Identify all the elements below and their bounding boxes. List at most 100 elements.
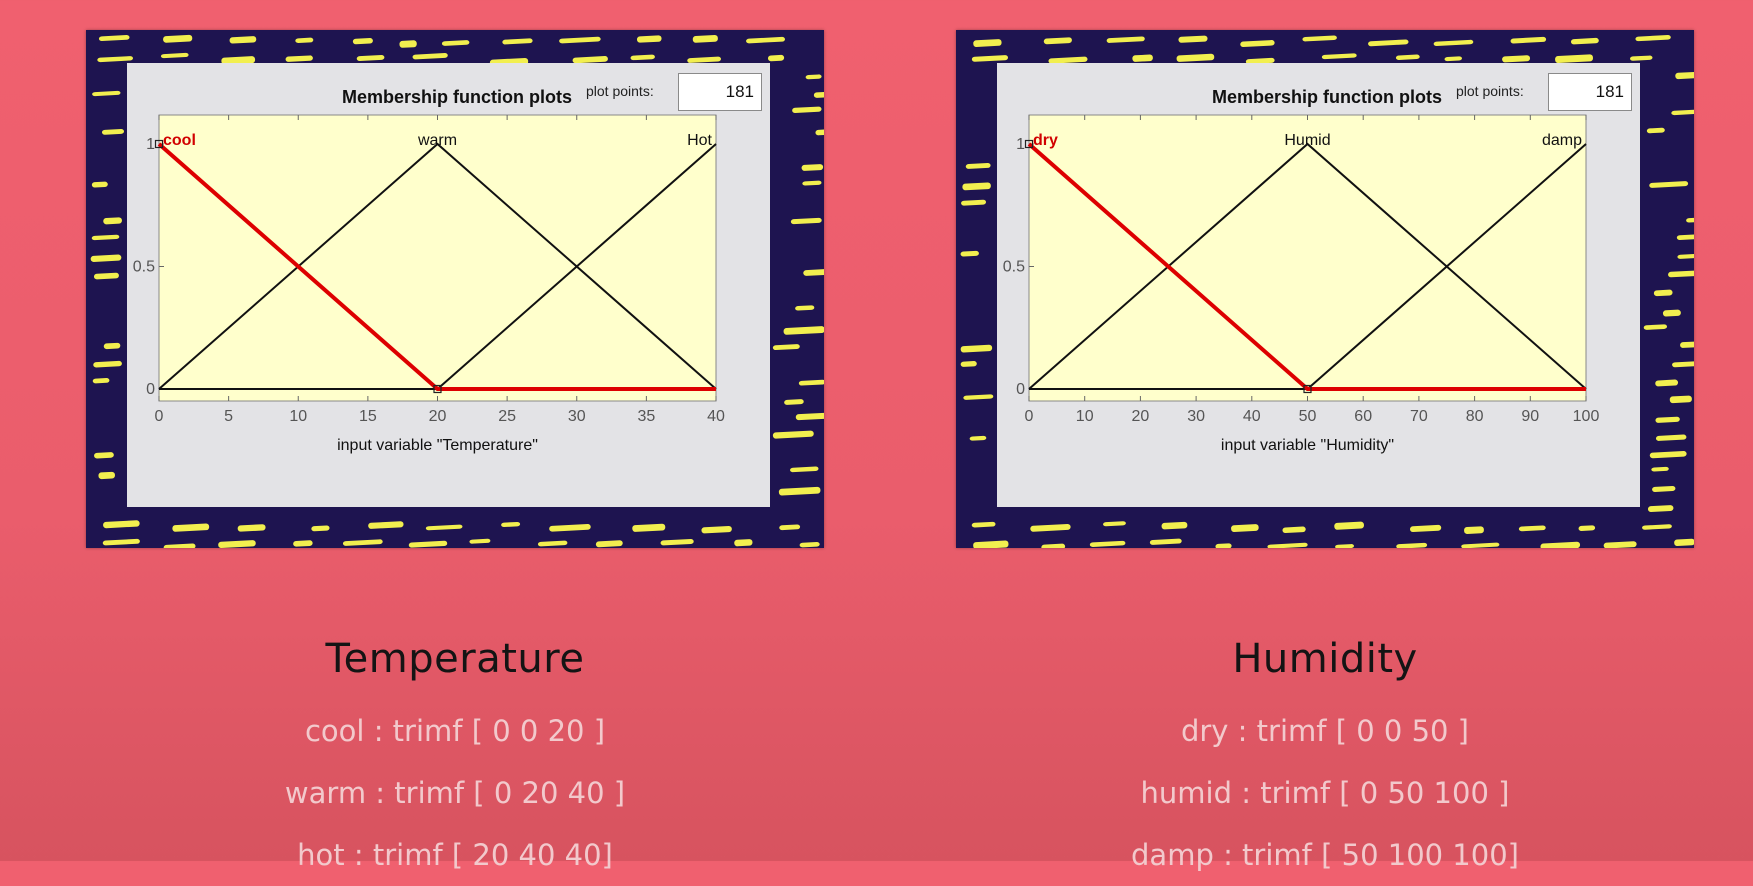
- streak-mark: [1555, 54, 1593, 64]
- streak-mark: [94, 452, 114, 459]
- streak-mark: [632, 523, 666, 532]
- streak-mark: [92, 90, 121, 97]
- streak-mark: [91, 234, 120, 241]
- streak-mark: [1461, 542, 1500, 548]
- streak-mark: [572, 56, 608, 64]
- streak-mark: [660, 538, 694, 546]
- streak-mark: [792, 106, 822, 114]
- streak-mark: [342, 539, 383, 546]
- streak-mark: [160, 52, 189, 59]
- streak-mark: [1030, 523, 1071, 532]
- streak-mark: [1675, 70, 1694, 80]
- plot-points-input[interactable]: 181: [678, 73, 762, 111]
- y-tick-label: 0.5: [1003, 259, 1025, 276]
- x-tick-label: 0: [1025, 408, 1034, 425]
- series-line-humid: [1028, 142, 1587, 390]
- streak-mark: [815, 128, 824, 136]
- streak-mark: [687, 56, 722, 63]
- y-tick-label: 1: [146, 136, 155, 153]
- plot-area: [1028, 114, 1587, 402]
- streak-mark: [1652, 485, 1676, 492]
- streak-mark: [971, 55, 1009, 62]
- streak-mark: [221, 56, 256, 65]
- streak-mark: [798, 379, 824, 386]
- mf-label-hot: Hot: [687, 132, 712, 149]
- y-tick-label: 0.5: [133, 259, 155, 276]
- plot-points-input[interactable]: 181: [1548, 73, 1632, 111]
- streak-mark: [1103, 521, 1126, 527]
- streak-mark: [790, 466, 819, 473]
- mf-label-cool: cool: [163, 132, 196, 149]
- streak-mark: [1335, 544, 1354, 548]
- streak-mark: [595, 540, 623, 548]
- streak-mark: [1502, 55, 1531, 63]
- streak-mark: [960, 361, 977, 367]
- streak-mark: [801, 164, 824, 171]
- streak-mark: [103, 520, 140, 529]
- streak-mark: [1649, 181, 1689, 188]
- streak-mark: [293, 540, 313, 547]
- streak-mark: [767, 54, 785, 62]
- series-line-dry: [1027, 142, 1586, 391]
- vertex-marker: [1303, 384, 1312, 394]
- mf-label-dry: dry: [1033, 132, 1058, 149]
- x-tick-label: 10: [1076, 408, 1094, 425]
- streak-mark: [1409, 524, 1442, 533]
- streak-mark: [101, 128, 125, 135]
- streak-mark: [1655, 434, 1687, 441]
- y-tick-label: 0: [1016, 381, 1025, 398]
- streak-mark: [1395, 54, 1420, 60]
- streak-mark: [93, 360, 122, 368]
- streak-mark: [1433, 39, 1474, 46]
- streak-mark: [630, 54, 655, 61]
- streak-mark: [734, 539, 753, 547]
- streak-mark: [783, 326, 824, 335]
- x-axis-label: input variable "Humidity": [1221, 437, 1394, 454]
- streak-mark: [1630, 55, 1653, 61]
- streak-mark: [963, 394, 994, 400]
- streak-mark: [368, 521, 404, 529]
- streak-mark: [1672, 360, 1694, 368]
- streak-mark: [1570, 37, 1599, 45]
- caption-title: Temperature: [325, 636, 585, 682]
- x-tick-label: 40: [1243, 408, 1261, 425]
- streak-mark: [1518, 525, 1546, 532]
- streak-mark: [1245, 57, 1275, 65]
- streak-mark: [441, 40, 470, 46]
- streak-mark: [779, 524, 801, 531]
- streak-mark: [1676, 233, 1694, 241]
- streak-mark: [965, 162, 991, 169]
- streak-mark: [1149, 538, 1182, 545]
- streak-mark: [1510, 36, 1547, 44]
- mf-label-humid: Humid: [1284, 132, 1330, 149]
- streak-mark: [813, 90, 824, 98]
- streak-mark: [1321, 53, 1357, 60]
- streak-mark: [502, 38, 533, 45]
- streak-mark: [784, 399, 804, 405]
- x-tick-label: 60: [1354, 408, 1372, 425]
- streak-mark: [772, 430, 814, 439]
- x-tick-label: 15: [359, 408, 377, 425]
- streak-mark: [1048, 56, 1088, 64]
- streak-mark: [1669, 395, 1692, 404]
- plot-points-label: plot points:: [1456, 83, 1524, 99]
- streak-mark: [971, 521, 996, 528]
- streak-mark: [399, 40, 417, 48]
- humidity-caption: Humidity dry : trimf [ 0 0 50 ] humid : …: [956, 636, 1694, 886]
- streak-mark: [1231, 524, 1259, 532]
- streak-mark: [1677, 253, 1694, 259]
- streak-mark: [1642, 524, 1672, 530]
- humidity-panel: Membership function plots plot points: 1…: [956, 30, 1694, 872]
- x-tick-label: 25: [498, 408, 516, 425]
- streak-mark: [1686, 217, 1694, 223]
- streak-mark: [795, 305, 815, 311]
- streak-mark: [1043, 37, 1072, 45]
- streak-mark: [1464, 526, 1484, 534]
- streak-mark: [1668, 270, 1694, 278]
- streak-mark: [425, 524, 463, 531]
- streak-mark: [802, 180, 822, 186]
- streak-mark: [408, 540, 448, 548]
- streak-mark: [1178, 35, 1208, 43]
- streak-mark: [973, 540, 1009, 548]
